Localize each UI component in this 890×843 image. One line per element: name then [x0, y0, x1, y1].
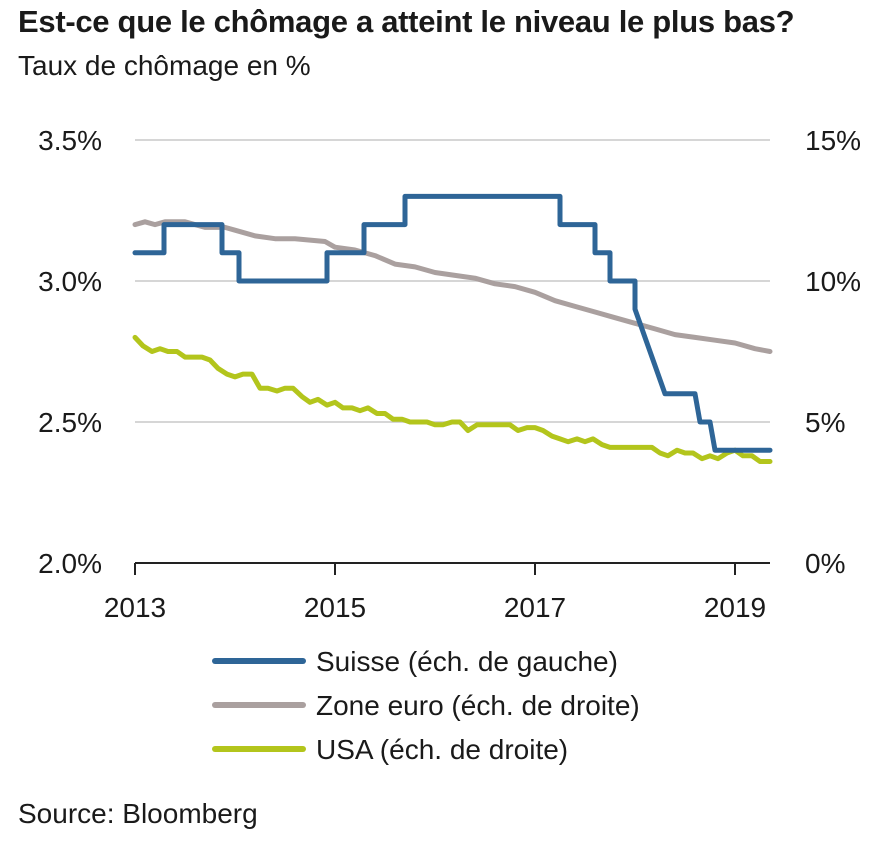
series-line-2 [132, 219, 773, 354]
x-tick-label: 2013 [104, 592, 166, 623]
legend: Suisse (éch. de gauche) Zone euro (éch. d… [212, 646, 640, 765]
y-left-tick-label: 3.0% [38, 266, 102, 297]
y-right-tick-label: 0% [805, 548, 845, 579]
series-layer [132, 193, 773, 464]
series-line-1 [132, 193, 773, 453]
y-left-tick-label: 2.5% [38, 407, 102, 438]
legend-label-2: Zone euro (éch. de droite) [316, 690, 640, 721]
y-right-tick-label: 10% [805, 266, 861, 297]
y-right-tick-label: 15% [805, 125, 861, 156]
source-note: Source: Bloomberg [18, 798, 258, 829]
legend-label-1: Suisse (éch. de gauche) [316, 646, 618, 677]
chart-subtitle: Taux de chômage en % [18, 50, 311, 81]
y-left-tick-label: 2.0% [38, 548, 102, 579]
chart-title: Est-ce que le chômage a atteint le nivea… [18, 4, 795, 39]
x-tick-label: 2015 [304, 592, 366, 623]
x-tick-label: 2017 [504, 592, 566, 623]
y-left-tick-label: 3.5% [38, 125, 102, 156]
series-line-3 [132, 334, 773, 464]
axes: 2.0% 0% 2.5% 5% 3.0% 10% 3.5% 15% 2013 2015 2017 20… [38, 125, 861, 623]
x-tick-label: 2019 [704, 592, 766, 623]
grid-lines [135, 139, 770, 423]
y-right-tick-label: 5% [805, 407, 845, 438]
legend-label-3: USA (éch. de droite) [316, 734, 568, 765]
